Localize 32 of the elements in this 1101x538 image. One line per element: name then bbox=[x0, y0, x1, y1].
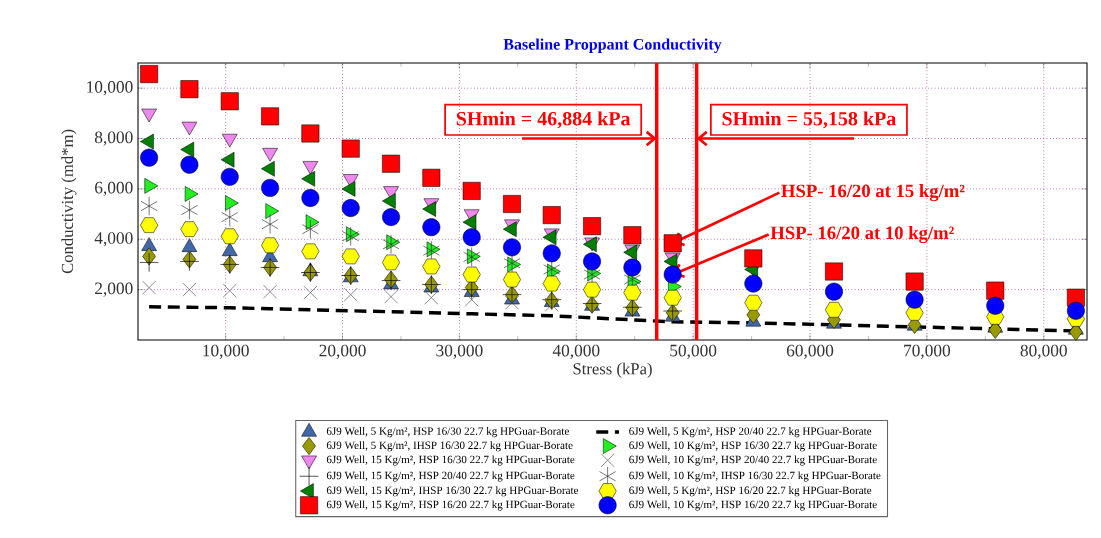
legend-label: 6J9 Well, 5 Kg/m², HSP 16/30 22.7 kg HPGuar-Borate bbox=[326, 427, 569, 438]
y-tick-label: 8,000 bbox=[94, 131, 133, 146]
legend-label: 6J9 Well, 10 Kg/m², IHSP 16/30 22.7 kg HPGuar-Borate bbox=[629, 471, 881, 482]
legend-label: 6J9 Well, 10 Kg/m², HSP 20/40 22.7 kg HPGuar-Borate bbox=[629, 455, 877, 466]
y-tick-label: 4,000 bbox=[94, 232, 133, 247]
y-axis-title: Conductivity (md*m) bbox=[61, 129, 77, 274]
annotation: HSP- 16/20 at 15 kg/m² bbox=[781, 184, 965, 202]
legend-label: 6J9 Well, 15 Kg/m², HSP 20/40 22.7 kg HPGuar-Borate bbox=[326, 471, 575, 482]
x-tick-label: 50,000 bbox=[670, 344, 717, 359]
x-tick-label: 70,000 bbox=[904, 344, 951, 359]
legend-label: 6J9 Well, 5 Kg/m², IHSP 16/30 22.7 kg HPGuar-Borate bbox=[326, 441, 573, 452]
y-tick-label: 2,000 bbox=[95, 282, 133, 297]
chart-title: Baseline Proppant Conductivity bbox=[503, 38, 722, 53]
y-tick-label: 10,000 bbox=[87, 81, 133, 96]
legend-label: 6J9 Well, 15 Kg/m², IHSP 16/30 22.7 kg HPGuar-Borate bbox=[326, 486, 579, 497]
annotation: HSP- 16/20 at 10 kg/m² bbox=[770, 225, 954, 244]
x-tick-label: 20,000 bbox=[319, 344, 366, 359]
x-tick-label: 60,000 bbox=[786, 344, 834, 359]
x-tick-label: 30,000 bbox=[436, 344, 483, 359]
x-tick-label: 10,000 bbox=[203, 344, 249, 359]
x-tick-label: 80,000 bbox=[1020, 344, 1067, 359]
annotation: SHmin = 55,158 kPa bbox=[722, 111, 896, 129]
annotation: SHmin = 46,884 kPa bbox=[456, 111, 631, 129]
legend-label: 6J9 Well, 5 Kg/m², HSP 16/20 22.7 kg HPGuar-Borate bbox=[629, 486, 872, 497]
x-axis-title: Stress (kPa) bbox=[573, 362, 652, 378]
y-tick-label: 6,000 bbox=[95, 181, 133, 197]
legend-label: 6J9 Well, 5 Kg/m², HSP 20/40 22.7 kg HPGuar-Borate bbox=[629, 427, 872, 438]
x-tick-label: 40,000 bbox=[552, 344, 600, 359]
legend-label: 6J9 Well, 10 Kg/m², HSP 16/20 22.7 kg HPGuar-Borate bbox=[629, 500, 877, 511]
legend-label: 6J9 Well, 10 Kg/m², HSP 16/30 22.7 kg HPGuar-Borate bbox=[629, 441, 877, 452]
legend-label: 6J9 Well, 15 Kg/m², HSP 16/20 22.7 kg HPGuar-Borate bbox=[326, 500, 575, 511]
legend-label: 6J9 Well, 15 Kg/m², HSP 16/30 22.7 kg HPGuar-Borate bbox=[326, 455, 575, 466]
